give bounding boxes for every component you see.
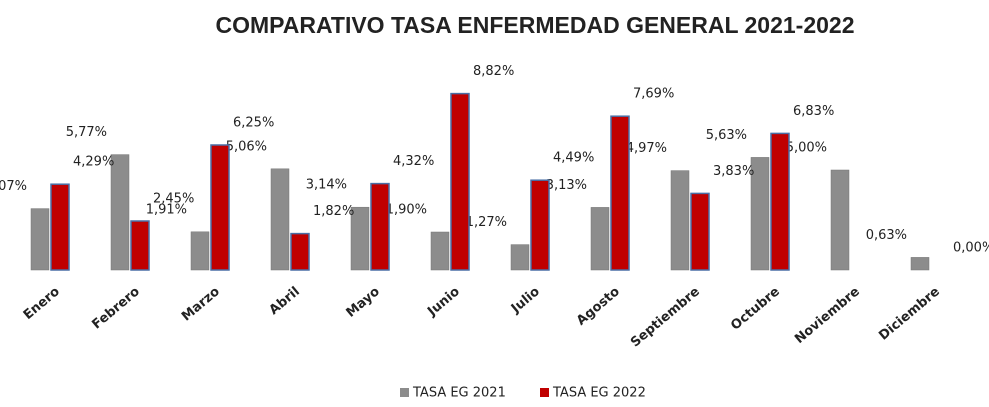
legend-swatch [400, 388, 409, 397]
bar [670, 170, 690, 271]
data-label: 6,25% [233, 116, 274, 131]
legend-label: TASA EG 2021 [412, 386, 506, 401]
x-tick-label: Junio [424, 284, 463, 320]
x-tick-label: Abril [267, 284, 303, 318]
x-tick-label: Julio [508, 284, 543, 317]
bar [610, 115, 630, 271]
bar [50, 183, 70, 271]
bar [350, 206, 370, 271]
data-label: 5,00% [786, 141, 827, 156]
bar [190, 231, 210, 271]
bar [30, 208, 50, 271]
data-label: 4,97% [626, 141, 667, 156]
bar [750, 157, 770, 271]
data-label: 5,63% [706, 128, 747, 143]
legend-swatch [540, 388, 549, 397]
data-label: 5,77% [66, 125, 107, 140]
x-tick-label: Noviembre [792, 284, 863, 347]
data-label: 8,82% [473, 64, 514, 79]
data-label: 3,83% [713, 164, 754, 179]
x-tick-label: Marzo [179, 284, 223, 324]
data-label: 4,32% [393, 154, 434, 169]
x-tick-label: Mayo [344, 284, 383, 320]
bar [450, 92, 470, 271]
x-tick-label: Diciembre [876, 284, 943, 343]
legend-label: TASA EG 2022 [552, 386, 646, 401]
data-label: 5,06% [226, 139, 267, 154]
data-label: 0,00% [953, 241, 989, 256]
data-label: 7,69% [633, 87, 674, 102]
data-label: 0,63% [866, 228, 907, 243]
chart-title: COMPARATIVO TASA ENFERMEDAD GENERAL 2021… [215, 12, 854, 38]
bar [770, 132, 790, 271]
data-label: 4,29% [73, 155, 114, 170]
bar [910, 257, 930, 271]
x-tick-label: Enero [21, 284, 63, 323]
bar [830, 169, 850, 271]
bar [270, 168, 290, 271]
data-label: 6,83% [793, 104, 834, 119]
bar [690, 192, 710, 271]
x-tick-label: Agosto [574, 284, 623, 328]
data-label: 1,91% [146, 202, 187, 217]
data-label: 3,07% [0, 179, 27, 194]
bar [290, 232, 310, 271]
x-tick-label: Febrero [89, 284, 142, 332]
bar [590, 207, 610, 271]
data-label: 3,14% [306, 178, 347, 193]
data-label: 1,82% [313, 204, 354, 219]
bar [110, 154, 130, 271]
x-tick-label: Octubre [728, 284, 783, 333]
x-tick-label: Septiembre [628, 284, 703, 350]
data-label: 1,27% [466, 215, 507, 230]
bar [130, 220, 150, 271]
data-label: 3,13% [546, 178, 587, 193]
bar [510, 244, 530, 271]
data-label: 4,49% [553, 151, 594, 166]
data-label: 1,90% [386, 203, 427, 218]
bar [210, 144, 230, 271]
bar [530, 179, 550, 271]
bar [430, 231, 450, 271]
bar [370, 182, 390, 271]
data-label: 2,45% [153, 192, 194, 207]
